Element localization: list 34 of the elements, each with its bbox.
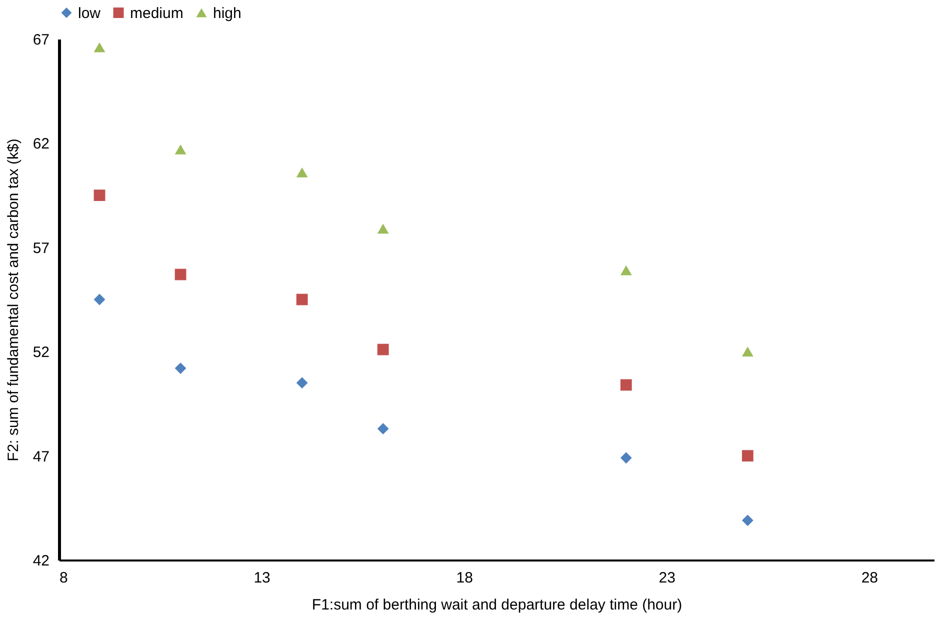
y-axis-title: F2: sum of fundamental cost and carbon tax (k$) <box>4 138 22 462</box>
y-tick-label: 42 <box>32 552 50 570</box>
x-tick-label: 18 <box>456 570 473 586</box>
y-tick-label: 62 <box>32 136 50 153</box>
point <box>742 450 754 462</box>
point <box>174 362 186 374</box>
y-tick-label: 67 <box>32 32 50 48</box>
point <box>174 268 186 280</box>
point <box>296 294 308 306</box>
point <box>377 344 389 356</box>
point <box>742 346 754 357</box>
x-tick-label: 13 <box>254 570 270 586</box>
point <box>620 265 632 276</box>
x-tick-label: 23 <box>658 570 676 586</box>
point <box>377 423 389 434</box>
point <box>742 514 754 526</box>
point <box>174 144 186 154</box>
x-tick-label: 28 <box>861 570 878 586</box>
x-axis-title: F1:sum of berthing wait and departure delay time (hour) <box>312 596 682 614</box>
legend-label: high <box>213 4 242 22</box>
point <box>377 224 389 234</box>
y-tick-label: 47 <box>32 448 50 466</box>
point <box>296 377 308 389</box>
legend-label: low <box>78 4 101 22</box>
point <box>94 190 106 201</box>
legend-label: medium <box>130 4 184 22</box>
point <box>94 294 106 306</box>
y-tick-label: 52 <box>32 344 50 362</box>
point <box>620 452 632 464</box>
y-tick-label: 57 <box>32 240 50 257</box>
point <box>620 379 632 391</box>
point <box>94 42 106 52</box>
x-tick-label: 8 <box>60 570 68 586</box>
point <box>296 167 308 178</box>
